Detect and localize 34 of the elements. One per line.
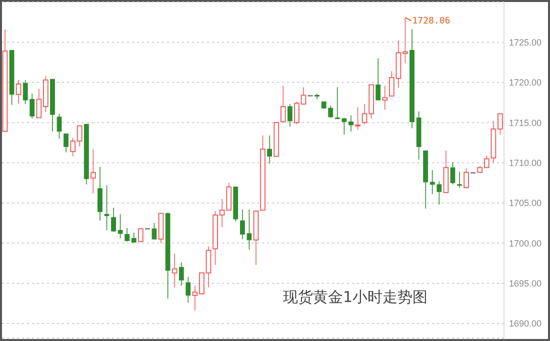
annotation: 1728.06 xyxy=(412,16,450,27)
candlestick xyxy=(450,161,456,185)
candlestick xyxy=(104,184,110,231)
candlestick xyxy=(348,114,354,132)
candlestick xyxy=(138,228,144,242)
y-tick-label: 1690.00 xyxy=(509,318,542,329)
y-tick-label: 1720.00 xyxy=(509,78,542,88)
y-tick-label: 1725.00 xyxy=(509,37,542,48)
text: 现货黄金1小时走势图 xyxy=(283,288,428,307)
candlestick xyxy=(464,168,469,188)
candlestick xyxy=(124,227,130,242)
candlestick xyxy=(382,85,388,110)
candlestick xyxy=(16,79,22,105)
candlestick xyxy=(457,171,462,188)
y-tick-label: 1705.00 xyxy=(509,198,542,208)
candlestick xyxy=(186,276,191,304)
candlestick xyxy=(178,262,184,286)
candlestick xyxy=(152,222,157,240)
y-tick-label: 1715.00 xyxy=(509,118,542,128)
candlestick xyxy=(376,58,381,101)
candlestick xyxy=(118,214,123,239)
candlestick xyxy=(355,106,360,130)
candlestick xyxy=(267,134,272,164)
y-tick-label: 1710.00 xyxy=(509,158,542,168)
candlestick xyxy=(90,148,96,194)
candlestick xyxy=(111,207,116,232)
candlestick xyxy=(131,232,136,243)
y-tick-label: 1700.00 xyxy=(509,238,542,248)
y-tick-label: 1695.00 xyxy=(509,278,542,289)
candlestick xyxy=(64,133,69,153)
candlestick xyxy=(172,253,178,288)
candlestick xyxy=(56,113,62,140)
candlestick xyxy=(98,166,102,222)
candlestick xyxy=(287,104,292,128)
